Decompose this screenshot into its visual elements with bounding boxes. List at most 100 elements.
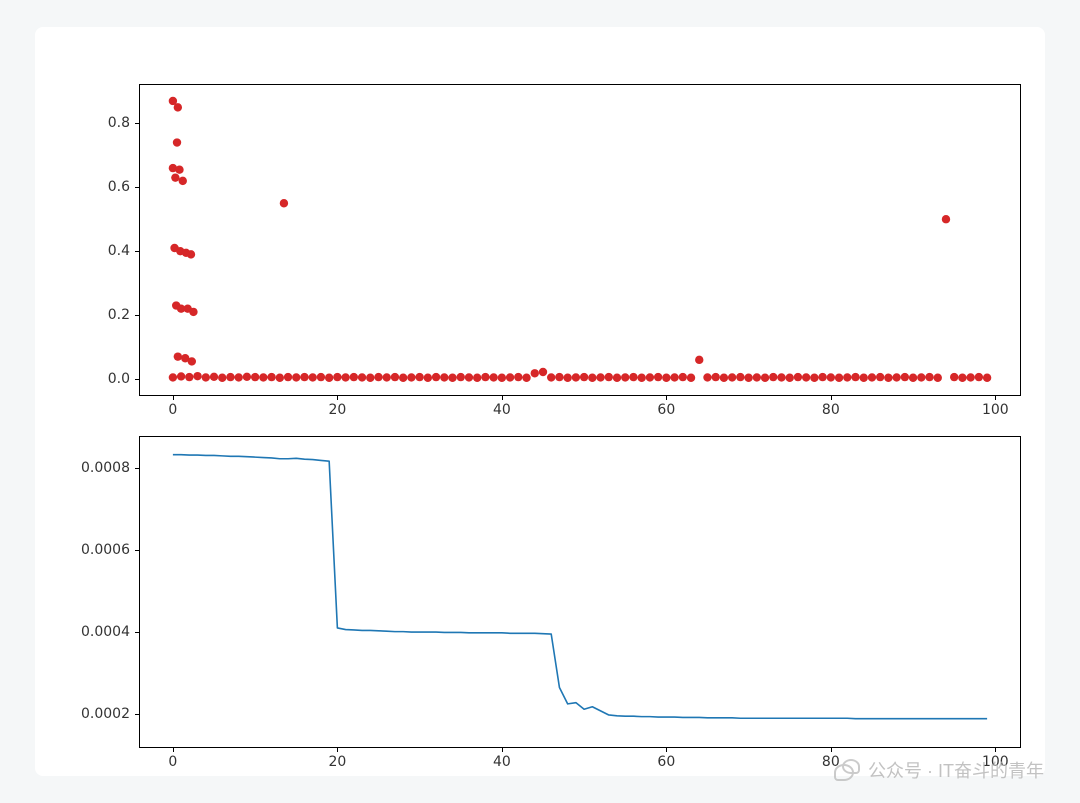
scatter-point <box>662 374 670 382</box>
scatter-point <box>621 373 629 381</box>
scatter-point <box>679 373 687 381</box>
line-series <box>173 455 987 719</box>
scatter-point <box>547 373 555 381</box>
scatter-point <box>399 374 407 382</box>
scatter-point <box>736 373 744 381</box>
scatter-point <box>629 373 637 381</box>
ytick-label: 0.6 <box>108 179 130 195</box>
scatter-plot-layer <box>140 85 1020 395</box>
xtick-label: 20 <box>328 754 346 770</box>
ytick-label: 0.0002 <box>81 706 130 722</box>
scatter-point <box>531 369 539 377</box>
scatter-point <box>786 374 794 382</box>
scatter-point <box>596 373 604 381</box>
scatter-point <box>761 374 769 382</box>
scatter-point <box>555 373 563 381</box>
scatter-point <box>498 374 506 382</box>
scatter-point <box>728 373 736 381</box>
scatter-point <box>934 374 942 382</box>
scatter-point <box>179 177 187 185</box>
scatter-point <box>280 199 288 207</box>
scatter-point <box>174 103 182 111</box>
scatter-point <box>276 374 284 382</box>
scatter-point <box>892 373 900 381</box>
scatter-point <box>177 372 185 380</box>
scatter-point <box>580 373 588 381</box>
scatter-point <box>539 368 547 376</box>
xtick-label: 60 <box>657 402 675 418</box>
scatter-point <box>243 373 251 381</box>
scatter-point <box>860 374 868 382</box>
scatter-point <box>654 373 662 381</box>
scatter-point <box>489 373 497 381</box>
scatter-point <box>448 374 456 382</box>
watermark-text: 公众号 · IT奋斗的青年 <box>868 757 1044 783</box>
scatter-point <box>185 373 193 381</box>
ytick-label: 0.0 <box>108 371 130 387</box>
scatter-point <box>473 374 481 382</box>
scatter-point <box>171 173 179 181</box>
scatter-point <box>391 373 399 381</box>
scatter-point <box>843 373 851 381</box>
scatter-point <box>267 373 275 381</box>
scatter-point <box>300 373 308 381</box>
ytick-label: 0.8 <box>108 115 130 131</box>
scatter-point <box>827 373 835 381</box>
scatter-point <box>234 373 242 381</box>
scatter-point <box>415 373 423 381</box>
scatter-point <box>226 373 234 381</box>
scatter-point <box>175 165 183 173</box>
scatter-point <box>703 373 711 381</box>
scatter-point <box>481 373 489 381</box>
scatter-point <box>350 373 358 381</box>
scatter-point <box>187 250 195 258</box>
scatter-point <box>851 373 859 381</box>
scatter-point <box>218 374 226 382</box>
scatter-point <box>868 373 876 381</box>
scatter-point <box>174 352 182 360</box>
scatter-point <box>522 374 530 382</box>
scatter-point <box>259 373 267 381</box>
scatter-point <box>646 373 654 381</box>
scatter-point <box>744 374 752 382</box>
scatter-point <box>958 374 966 382</box>
watermark: 公众号 · IT奋斗的青年 <box>834 757 1044 783</box>
ytick-label: 0.4 <box>108 243 130 259</box>
wechat-icon <box>834 759 860 781</box>
scatter-point <box>465 373 473 381</box>
scatter-point <box>818 373 826 381</box>
scatter-point <box>251 373 259 381</box>
scatter-point <box>424 374 432 382</box>
scatter-point <box>613 374 621 382</box>
scatter-point <box>202 373 210 381</box>
scatter-point <box>457 373 465 381</box>
scatter-point <box>925 373 933 381</box>
scatter-point <box>193 372 201 380</box>
scatter-point <box>333 373 341 381</box>
ytick-label: 0.0006 <box>81 542 130 558</box>
scatter-point <box>173 138 181 146</box>
scatter-point <box>341 373 349 381</box>
xtick-label: 80 <box>822 402 840 418</box>
scatter-plot-axes: 0204060801000.00.20.40.60.8 <box>140 85 1020 395</box>
scatter-point <box>432 373 440 381</box>
xtick-label: 20 <box>328 402 346 418</box>
scatter-point <box>366 374 374 382</box>
scatter-point <box>506 373 514 381</box>
scatter-point <box>835 374 843 382</box>
scatter-point <box>189 308 197 316</box>
scatter-point <box>917 373 925 381</box>
ytick-label: 0.0008 <box>81 460 130 476</box>
scatter-point <box>440 373 448 381</box>
scatter-point <box>383 373 391 381</box>
scatter-point <box>514 373 522 381</box>
line-plot-axes: 0204060801000.00020.00040.00060.0008 <box>140 437 1020 747</box>
ytick-label: 0.2 <box>108 307 130 323</box>
scatter-point <box>670 373 678 381</box>
scatter-point <box>983 374 991 382</box>
scatter-point <box>720 374 728 382</box>
scatter-point <box>563 374 571 382</box>
scatter-point <box>901 373 909 381</box>
scatter-point <box>876 373 884 381</box>
scatter-point <box>802 373 810 381</box>
